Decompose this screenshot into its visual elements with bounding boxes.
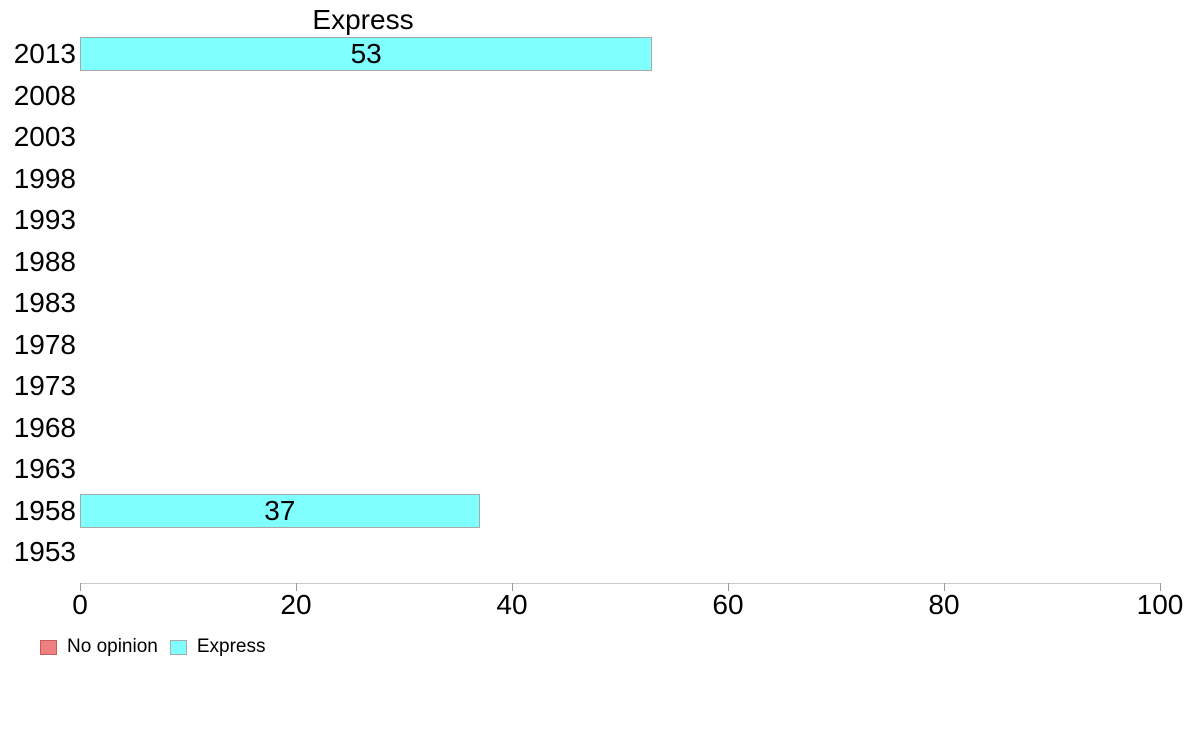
x-tick-label-100: 100: [1136, 589, 1184, 620]
legend: No opinion Express: [40, 636, 265, 658]
x-axis-line: [80, 583, 1160, 584]
y-axis-label-2003: 2003: [13, 121, 76, 152]
y-axis-label-1993: 1993: [13, 204, 76, 235]
y-axis-label-1998: 1998: [13, 162, 76, 194]
legend-item-label: No opinion: [67, 636, 158, 657]
legend-swatch-icon: [169, 639, 187, 655]
y-axis-label-2008: 2008: [13, 79, 76, 111]
x-tick-label-80: 80: [928, 589, 960, 620]
x-tick-label-0: 0: [72, 589, 88, 620]
x-tick-label-20: 20: [280, 589, 312, 620]
y-axis-label-1973: 1973: [13, 370, 76, 401]
legend-item-no-opinion[interactable]: No opinion: [40, 636, 158, 658]
bar-value-label-1958: 37: [264, 494, 296, 526]
x-tick-mark-0: [80, 583, 81, 591]
legend-swatch-icon: [40, 639, 57, 655]
x-tick-mark-60: [728, 583, 729, 591]
x-tick-mark-80: [944, 583, 945, 591]
bar-express-1958[interactable]: [80, 493, 480, 528]
legend-item-express[interactable]: Express: [169, 636, 266, 658]
x-tick-mark-40: [512, 583, 513, 591]
y-axis-label-1968: 1968: [13, 411, 76, 443]
y-axis-label-1988: 1988: [13, 245, 76, 277]
y-axis-label-2013: 2013: [13, 38, 76, 69]
y-axis-label-1978: 1978: [13, 328, 76, 360]
y-axis-label-1953: 1953: [13, 536, 76, 567]
y-axis-label-1963: 1963: [13, 453, 76, 484]
y-axis-label-1983: 1983: [13, 287, 76, 318]
bar-express-2013[interactable]: [80, 37, 653, 71]
x-tick-mark-20: [296, 583, 297, 591]
bar-value-label-2013: 53: [350, 38, 382, 69]
x-tick-label-60: 60: [712, 589, 744, 620]
legend-item-label: Express: [196, 636, 266, 657]
y-axis-label-1958: 1958: [13, 494, 76, 526]
x-tick-mark-100: [1160, 583, 1161, 591]
chart-title: Express: [312, 4, 414, 35]
x-tick-label-40: 40: [496, 589, 528, 620]
